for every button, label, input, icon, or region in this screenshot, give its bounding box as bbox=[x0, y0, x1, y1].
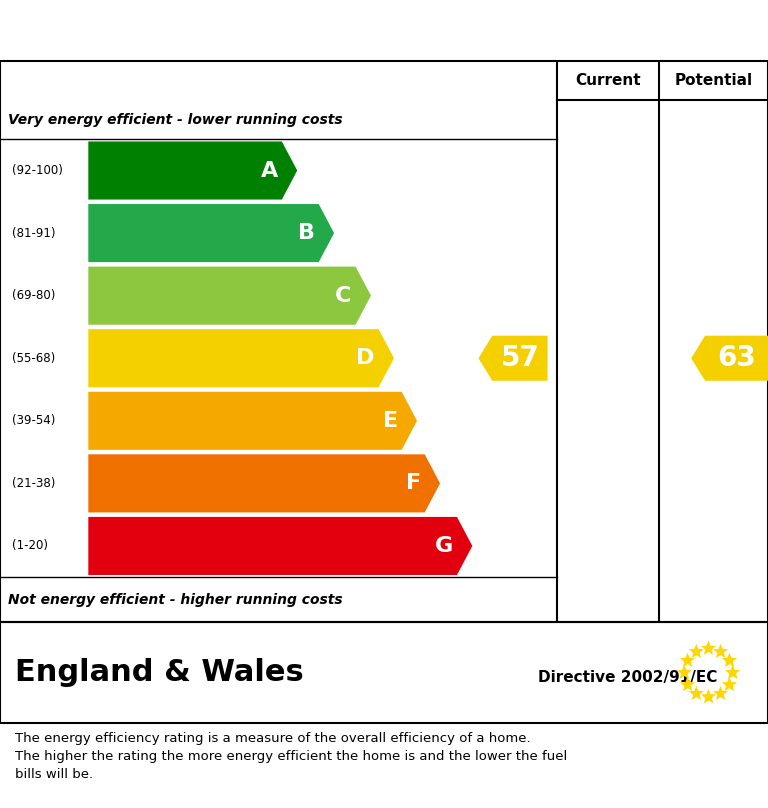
Text: The energy efficiency rating is a measure of the overall efficiency of a home.
T: The energy efficiency rating is a measur… bbox=[15, 732, 568, 781]
Polygon shape bbox=[722, 677, 737, 691]
Polygon shape bbox=[689, 644, 704, 658]
Text: B: B bbox=[298, 223, 315, 243]
Polygon shape bbox=[88, 329, 394, 387]
Text: (55-68): (55-68) bbox=[12, 351, 55, 364]
Text: (1-20): (1-20) bbox=[12, 540, 48, 553]
Polygon shape bbox=[701, 689, 716, 703]
Text: C: C bbox=[336, 286, 352, 305]
Text: 57: 57 bbox=[501, 344, 539, 372]
Text: (69-80): (69-80) bbox=[12, 289, 55, 302]
Polygon shape bbox=[680, 677, 695, 691]
Polygon shape bbox=[88, 204, 334, 262]
Polygon shape bbox=[725, 665, 740, 679]
Text: (81-91): (81-91) bbox=[12, 226, 55, 240]
Polygon shape bbox=[677, 665, 692, 679]
Text: Energy Efficiency Rating: Energy Efficiency Rating bbox=[15, 14, 475, 47]
Polygon shape bbox=[478, 335, 548, 381]
Polygon shape bbox=[701, 641, 716, 654]
Text: (92-100): (92-100) bbox=[12, 164, 62, 177]
Text: (39-54): (39-54) bbox=[12, 415, 55, 427]
Polygon shape bbox=[680, 653, 695, 667]
Polygon shape bbox=[88, 267, 371, 325]
Text: (21-38): (21-38) bbox=[12, 477, 55, 490]
Text: Directive 2002/91/EC: Directive 2002/91/EC bbox=[538, 670, 717, 685]
Text: F: F bbox=[406, 473, 421, 494]
Polygon shape bbox=[88, 141, 297, 200]
Text: E: E bbox=[382, 410, 398, 431]
Polygon shape bbox=[722, 653, 737, 667]
Text: 63: 63 bbox=[717, 344, 756, 372]
Text: England & Wales: England & Wales bbox=[15, 659, 304, 687]
Polygon shape bbox=[88, 454, 440, 512]
Polygon shape bbox=[689, 686, 704, 700]
Text: D: D bbox=[356, 348, 375, 368]
Polygon shape bbox=[88, 517, 472, 575]
Polygon shape bbox=[713, 644, 728, 658]
Text: Potential: Potential bbox=[674, 73, 753, 88]
Text: G: G bbox=[435, 536, 453, 556]
Polygon shape bbox=[713, 686, 728, 700]
Text: A: A bbox=[261, 161, 278, 180]
Text: Current: Current bbox=[575, 73, 641, 88]
Text: Very energy efficient - lower running costs: Very energy efficient - lower running co… bbox=[8, 112, 343, 127]
Polygon shape bbox=[88, 392, 417, 450]
Polygon shape bbox=[691, 335, 768, 381]
Text: Not energy efficient - higher running costs: Not energy efficient - higher running co… bbox=[8, 593, 343, 607]
